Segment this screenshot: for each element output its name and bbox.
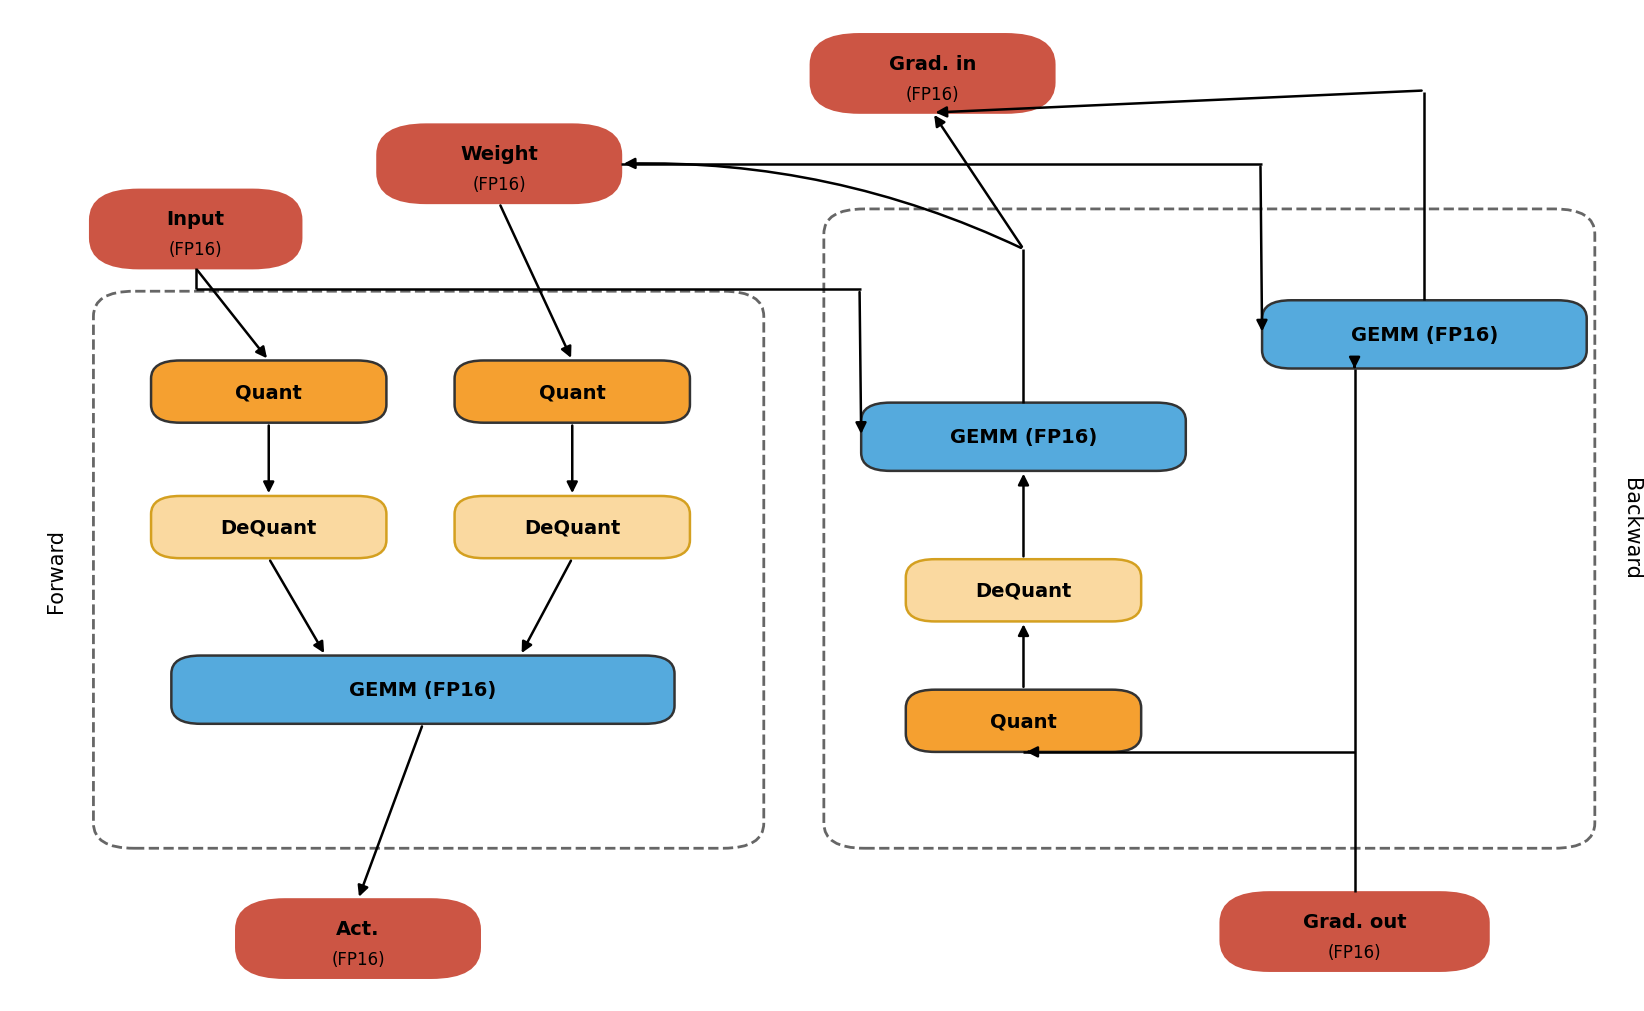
FancyBboxPatch shape (906, 690, 1141, 752)
Text: Quant: Quant (539, 383, 605, 401)
Text: GEMM (FP16): GEMM (FP16) (1351, 326, 1498, 345)
Text: (FP16): (FP16) (1328, 943, 1381, 961)
Text: GEMM (FP16): GEMM (FP16) (950, 428, 1097, 447)
FancyBboxPatch shape (455, 496, 690, 559)
Text: Quant: Quant (990, 712, 1057, 731)
Text: Quant: Quant (235, 383, 302, 401)
FancyBboxPatch shape (171, 656, 674, 724)
Text: Backward: Backward (1621, 477, 1641, 579)
FancyBboxPatch shape (90, 191, 301, 269)
Text: Input: Input (166, 210, 225, 229)
Text: GEMM (FP16): GEMM (FP16) (349, 680, 496, 700)
FancyBboxPatch shape (237, 900, 480, 978)
Text: Forward: Forward (46, 529, 66, 613)
FancyBboxPatch shape (810, 35, 1054, 113)
Text: DeQuant: DeQuant (220, 518, 317, 537)
FancyBboxPatch shape (1221, 893, 1488, 971)
Text: (FP16): (FP16) (169, 241, 222, 259)
Text: Weight: Weight (460, 145, 538, 164)
Text: Act.: Act. (337, 919, 380, 938)
FancyBboxPatch shape (861, 403, 1185, 471)
Text: (FP16): (FP16) (906, 86, 960, 104)
Text: (FP16): (FP16) (472, 176, 526, 194)
Text: (FP16): (FP16) (330, 950, 385, 968)
Text: DeQuant: DeQuant (524, 518, 620, 537)
Text: Grad. out: Grad. out (1302, 912, 1406, 931)
Text: DeQuant: DeQuant (975, 581, 1072, 601)
Text: Grad. in: Grad. in (889, 55, 977, 74)
FancyBboxPatch shape (906, 560, 1141, 622)
FancyBboxPatch shape (455, 361, 690, 424)
FancyBboxPatch shape (151, 361, 386, 424)
FancyBboxPatch shape (1263, 301, 1586, 369)
FancyBboxPatch shape (378, 125, 621, 203)
FancyBboxPatch shape (151, 496, 386, 559)
